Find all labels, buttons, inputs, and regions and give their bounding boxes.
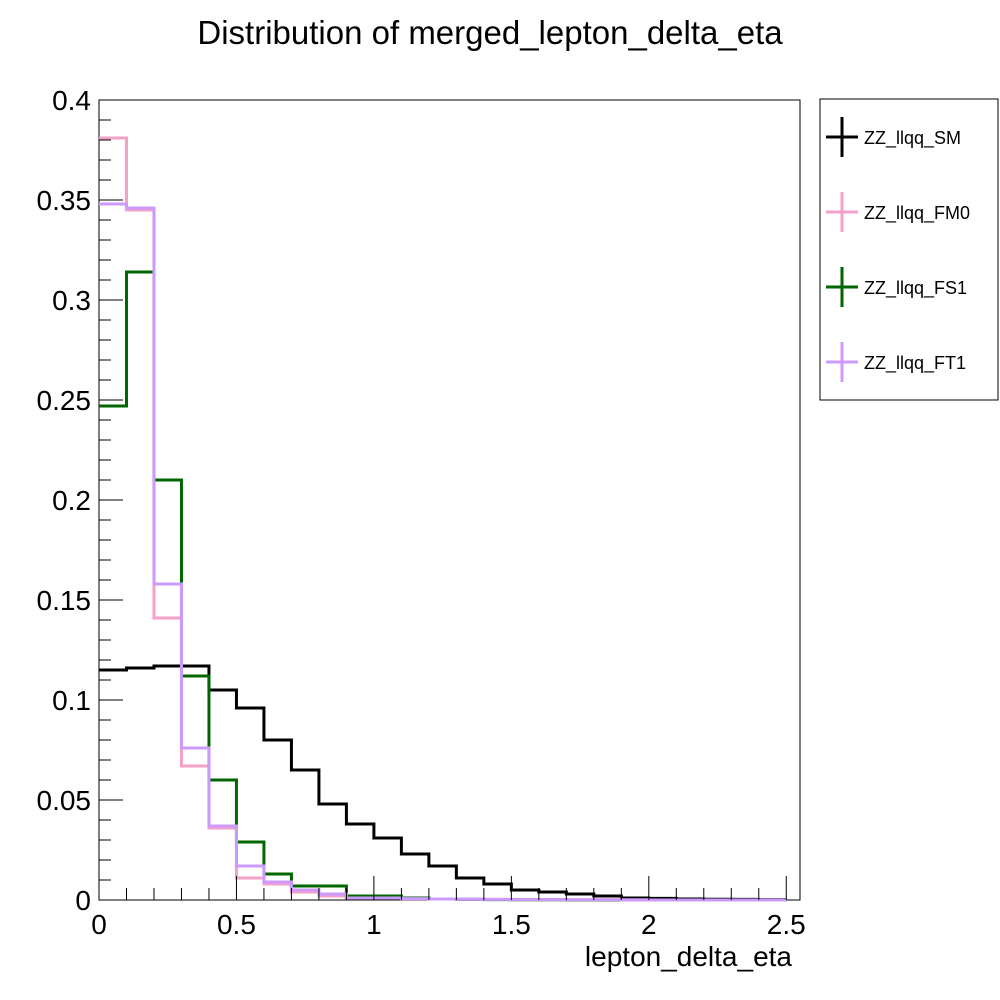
y-tick-label: 0.3	[52, 285, 91, 316]
legend-entry-label: ZZ_llqq_FS1	[864, 278, 967, 299]
y-tick-label: 0.05	[37, 785, 92, 816]
x-tick-label: 2.5	[767, 909, 806, 940]
y-axis: 0 0.05 0.1 0.15 0.2 0.25 0.3 0.35 0.4	[37, 85, 123, 916]
chart-title: Distribution of merged_lepton_delta_eta	[197, 14, 783, 51]
plot-frame	[98, 99, 801, 901]
x-tick-label: 1.5	[492, 909, 531, 940]
series-line-ZZ_llqq_FT1	[99, 202, 787, 902]
x-tick-label: 0	[91, 909, 107, 940]
legend-entry-label: ZZ_llqq_FT1	[864, 353, 966, 374]
x-axis: 0 0.5 1 1.5 2 2.5	[91, 876, 806, 940]
y-tick-label: 0.35	[37, 185, 92, 216]
y-tick-label: 0.15	[37, 585, 92, 616]
x-tick-label: 2	[641, 909, 657, 940]
x-tick-label: 1	[366, 909, 382, 940]
legend: ZZ_llqq_SM ZZ_llqq_FM0 ZZ_llqq_FS1 ZZ_llqq_…	[819, 98, 999, 401]
legend-entry-label: ZZ_llqq_SM	[864, 128, 961, 149]
x-tick-label: 0.5	[217, 909, 256, 940]
legend-entry-label: ZZ_llqq_FM0	[864, 203, 970, 224]
series-line-ZZ_llqq_SM	[99, 664, 787, 902]
plot-area	[98, 99, 801, 902]
y-tick-label: 0.1	[52, 685, 91, 716]
y-tick-label: 0.2	[52, 485, 91, 516]
y-tick-label: 0.4	[52, 85, 91, 116]
y-tick-label: 0.25	[37, 385, 92, 416]
x-axis-label: lepton_delta_eta	[585, 941, 793, 972]
series-line-ZZ_llqq_FS1	[99, 270, 787, 902]
y-tick-label: 0	[75, 885, 91, 916]
series-line-ZZ_llqq_FM0	[99, 136, 787, 902]
legend-box	[819, 98, 999, 401]
